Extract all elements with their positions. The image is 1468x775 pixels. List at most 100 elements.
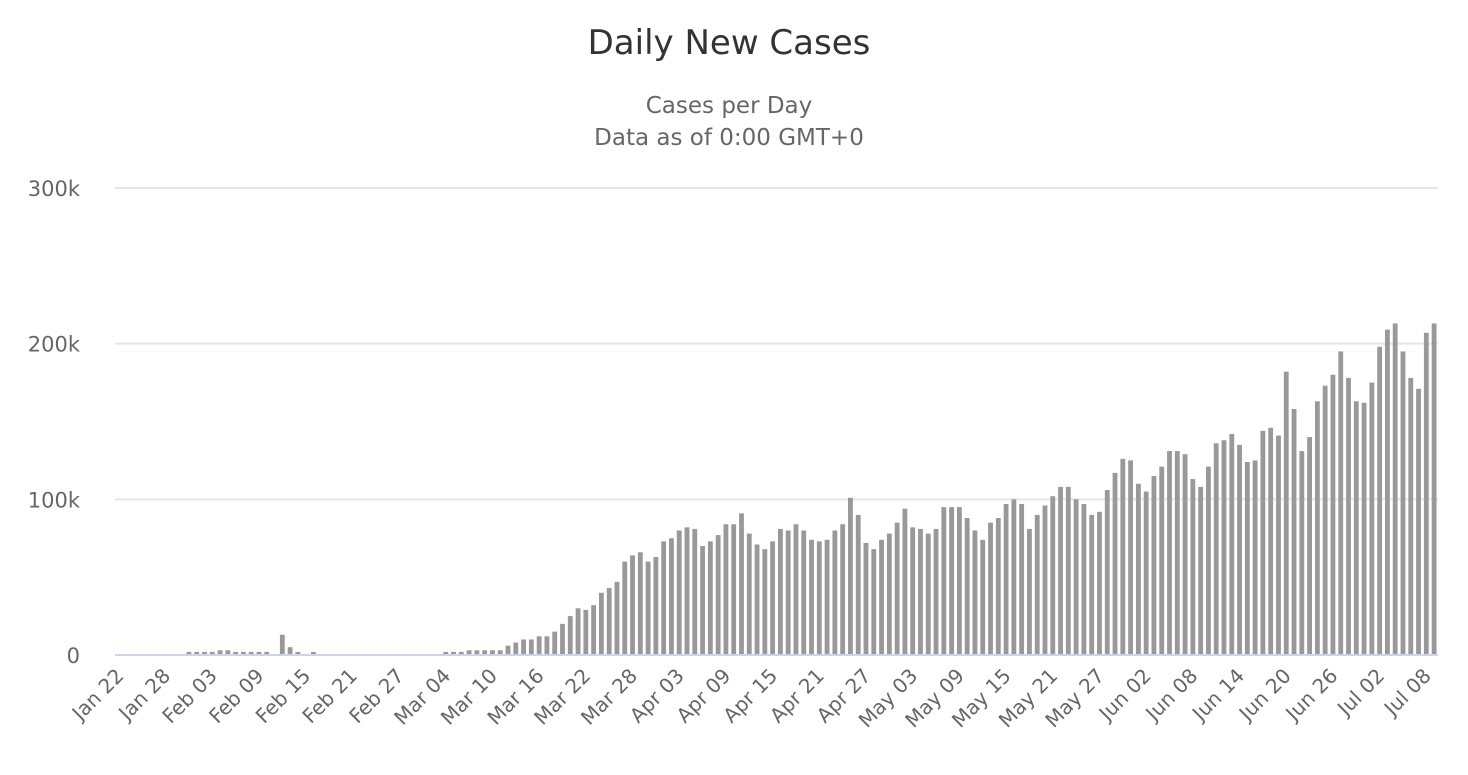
bar[interactable] bbox=[482, 650, 488, 655]
bar[interactable] bbox=[746, 533, 752, 655]
bar[interactable] bbox=[731, 524, 737, 655]
bar[interactable] bbox=[1392, 323, 1398, 655]
bar[interactable] bbox=[1431, 323, 1437, 655]
bar[interactable] bbox=[637, 552, 643, 655]
bar[interactable] bbox=[925, 533, 931, 655]
bar[interactable] bbox=[801, 530, 807, 655]
bar[interactable] bbox=[1291, 409, 1297, 655]
bar[interactable] bbox=[824, 539, 830, 655]
bar[interactable] bbox=[918, 528, 923, 655]
bar[interactable] bbox=[707, 541, 713, 655]
bar[interactable] bbox=[606, 588, 612, 655]
bar[interactable] bbox=[669, 538, 674, 655]
bar[interactable] bbox=[1260, 430, 1266, 655]
bar[interactable] bbox=[575, 608, 581, 655]
bar[interactable] bbox=[1385, 329, 1390, 655]
bar[interactable] bbox=[848, 497, 853, 655]
bar[interactable] bbox=[715, 535, 721, 655]
bar[interactable] bbox=[1135, 483, 1141, 655]
bar[interactable] bbox=[241, 651, 246, 655]
bar[interactable] bbox=[186, 651, 192, 655]
bar[interactable] bbox=[1159, 466, 1165, 655]
bar[interactable] bbox=[964, 518, 970, 655]
bar[interactable] bbox=[1198, 486, 1204, 655]
bar[interactable] bbox=[910, 527, 916, 655]
bar[interactable] bbox=[1237, 444, 1242, 655]
bar[interactable] bbox=[217, 650, 223, 655]
bar[interactable] bbox=[692, 528, 698, 655]
bar[interactable] bbox=[1299, 451, 1305, 655]
bar[interactable] bbox=[544, 636, 550, 655]
bar[interactable] bbox=[1322, 385, 1328, 655]
bar[interactable] bbox=[279, 634, 285, 655]
bar[interactable] bbox=[879, 539, 884, 655]
bar[interactable] bbox=[902, 508, 908, 655]
bar[interactable] bbox=[886, 533, 892, 655]
bar[interactable] bbox=[295, 651, 301, 655]
bar[interactable] bbox=[1104, 489, 1110, 655]
bar[interactable] bbox=[1346, 377, 1351, 655]
bar[interactable] bbox=[871, 549, 877, 655]
bar[interactable] bbox=[762, 549, 768, 655]
bar[interactable] bbox=[233, 651, 239, 655]
bar[interactable] bbox=[1011, 499, 1017, 655]
bar[interactable] bbox=[256, 651, 262, 655]
bar[interactable] bbox=[1252, 460, 1258, 655]
bar[interactable] bbox=[1416, 388, 1421, 655]
bar[interactable] bbox=[1221, 440, 1227, 655]
bar[interactable] bbox=[1143, 491, 1149, 655]
bar[interactable] bbox=[1120, 458, 1126, 655]
bar[interactable] bbox=[451, 651, 456, 655]
bar[interactable] bbox=[209, 651, 215, 655]
bar[interactable] bbox=[248, 651, 254, 655]
bar[interactable] bbox=[560, 623, 565, 655]
bar[interactable] bbox=[988, 522, 993, 655]
bar[interactable] bbox=[202, 651, 207, 655]
bar[interactable] bbox=[521, 639, 526, 655]
bar[interactable] bbox=[1283, 371, 1289, 655]
bar[interactable] bbox=[1330, 374, 1336, 655]
bar[interactable] bbox=[1229, 433, 1235, 655]
bar[interactable] bbox=[1423, 332, 1429, 655]
bar[interactable] bbox=[1058, 486, 1063, 655]
bar[interactable] bbox=[264, 651, 270, 655]
bar[interactable] bbox=[1353, 401, 1359, 655]
bar[interactable] bbox=[614, 581, 620, 655]
bar[interactable] bbox=[1112, 472, 1118, 655]
bar[interactable] bbox=[466, 650, 472, 655]
bar[interactable] bbox=[785, 530, 791, 655]
bar[interactable] bbox=[1050, 496, 1056, 655]
bar[interactable] bbox=[941, 507, 947, 655]
bar[interactable] bbox=[1073, 499, 1079, 655]
bar[interactable] bbox=[956, 507, 962, 655]
bar[interactable] bbox=[1268, 427, 1274, 655]
bar[interactable] bbox=[770, 541, 776, 655]
bar[interactable] bbox=[311, 651, 316, 655]
bar[interactable] bbox=[474, 650, 480, 655]
bar[interactable] bbox=[1361, 402, 1367, 655]
bar[interactable] bbox=[676, 530, 682, 655]
bar[interactable] bbox=[754, 544, 760, 655]
bar[interactable] bbox=[855, 514, 861, 655]
bar[interactable] bbox=[1081, 504, 1087, 655]
bar[interactable] bbox=[1027, 528, 1032, 655]
bar[interactable] bbox=[840, 524, 846, 655]
bar[interactable] bbox=[225, 650, 231, 655]
bar[interactable] bbox=[1128, 460, 1134, 655]
bar[interactable] bbox=[497, 650, 503, 655]
bar[interactable] bbox=[1314, 401, 1320, 655]
bar[interactable] bbox=[949, 507, 955, 655]
bar[interactable] bbox=[1190, 479, 1196, 655]
bar[interactable] bbox=[723, 524, 729, 655]
bar[interactable] bbox=[1167, 451, 1172, 655]
bar[interactable] bbox=[653, 556, 659, 655]
bar[interactable] bbox=[1034, 514, 1040, 655]
bar[interactable] bbox=[1400, 351, 1406, 655]
bar[interactable] bbox=[1338, 351, 1344, 655]
bar[interactable] bbox=[1408, 377, 1414, 655]
bar[interactable] bbox=[528, 639, 534, 655]
bar[interactable] bbox=[809, 539, 814, 655]
bar[interactable] bbox=[894, 522, 900, 655]
bar[interactable] bbox=[490, 650, 495, 655]
bar[interactable] bbox=[513, 642, 519, 655]
